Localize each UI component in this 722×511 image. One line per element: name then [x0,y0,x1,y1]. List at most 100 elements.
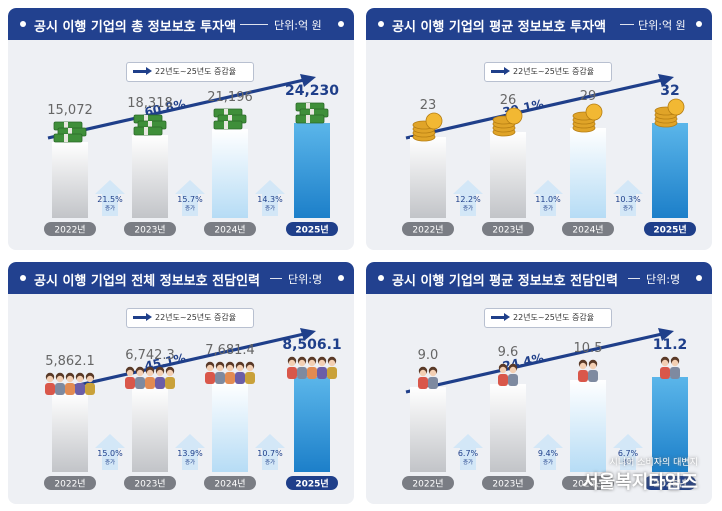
person-body [428,377,438,389]
person-face [661,359,669,367]
bill-band [144,127,148,135]
year-pill [402,222,454,236]
bill-band [224,109,228,117]
bill-band [224,121,228,129]
header-dot [20,275,26,281]
arrow-icon [491,67,510,75]
panel-title: 공시 이행 기업의 전체 정보보호 전담인력 [34,274,260,289]
bar [570,380,606,472]
header-divider [270,278,282,279]
change-label: 13.9% [177,449,203,458]
year-label: 2022년 [412,479,443,490]
panel-title: 공시 이행 기업의 평균 정보보호 투자액 [392,20,606,35]
money-stack-icon [133,114,167,136]
bar [132,387,168,472]
growth-note: 22년도~25년도 증감율 [126,62,254,82]
change-word: 증가 [543,204,553,212]
person-body [297,367,307,379]
value-label: 5,862.1 [45,354,95,369]
year-pill [44,476,96,490]
panel-title: 공시 이행 기업의 평균 정보보호 전담인력 [392,274,618,289]
coin-stack-icon [492,107,523,137]
bar-chart: 45.1%5,862.12022년6,742.32023년7,681.42024… [44,328,342,490]
change-arrow [533,180,563,216]
coin-stack-icon [572,103,603,133]
change-word: 증가 [463,204,473,212]
year-pill [482,222,534,236]
people-group-icon [45,372,95,395]
bill-band [228,115,232,123]
bar [52,393,88,472]
person-face [246,364,254,372]
person-face [671,359,679,367]
change-word: 증가 [185,458,195,466]
header-divider [628,278,640,279]
change-label: 11.0% [535,195,561,204]
arrow-icon [133,67,152,75]
year-pill [482,476,534,490]
growth-note: 22년도~25년도 증감율 [126,308,254,328]
person-body [578,370,588,382]
person-face [419,369,427,377]
coin-face [585,103,603,121]
unit-label: 단위:억 원 [274,19,322,32]
person-face [579,362,587,370]
bar [294,377,330,472]
bar-chart: 60.8%15,0722022년18,3182023년21,1962024년24… [44,74,339,236]
bar [132,135,168,218]
header-divider [240,24,268,25]
year-label: 2023년 [134,479,165,490]
bill-band [306,115,310,123]
growth-arrow-head [300,74,316,87]
growth-note-text: 22년도~25년도 증감율 [155,313,237,322]
bar [652,123,688,218]
bar [490,132,526,218]
change-label: 21.5% [97,195,123,204]
change-arrow [613,434,643,470]
coin-stack-icon [412,112,443,142]
person-face [166,369,174,377]
bar [410,137,446,218]
year-pill [124,222,176,236]
arrow-icon [491,313,510,321]
person-face [46,375,54,383]
year-pill [286,222,338,236]
change-word: 증가 [543,458,553,466]
header-dot [696,21,702,27]
person-face [126,369,134,377]
person-body [670,367,680,379]
person-body [55,383,65,395]
growth-arrow-head [300,328,316,341]
header-divider [620,24,634,25]
person-body [225,372,235,384]
growth-arrow-line [47,332,305,394]
person-body [65,383,75,395]
person-face [429,369,437,377]
panel-title: 공시 이행 기업의 총 정보보호 투자액 [34,20,237,35]
change-arrow [255,434,285,470]
person-face [66,375,74,383]
value-label: 32 [660,83,679,99]
change-word: 증가 [105,204,115,212]
year-label: 2024년 [572,479,603,490]
bill-band [64,122,68,130]
year-pill [286,476,338,490]
person-body [235,372,245,384]
person-body [45,383,55,395]
year-pill [644,222,696,236]
person-body [135,377,145,389]
growth-arrow-line [405,332,663,394]
bar [212,129,248,218]
value-label: 9.6 [498,345,519,360]
person-face [328,359,336,367]
value-label: 29 [580,89,597,104]
person-body [205,372,215,384]
change-word: 증가 [623,204,633,212]
person-body [498,374,508,386]
person-face [136,369,144,377]
year-label: 2022년 [54,479,85,490]
value-label: 6,742.3 [125,348,175,363]
year-label: 2023년 [492,225,523,236]
person-face [499,366,507,374]
person-face [308,359,316,367]
